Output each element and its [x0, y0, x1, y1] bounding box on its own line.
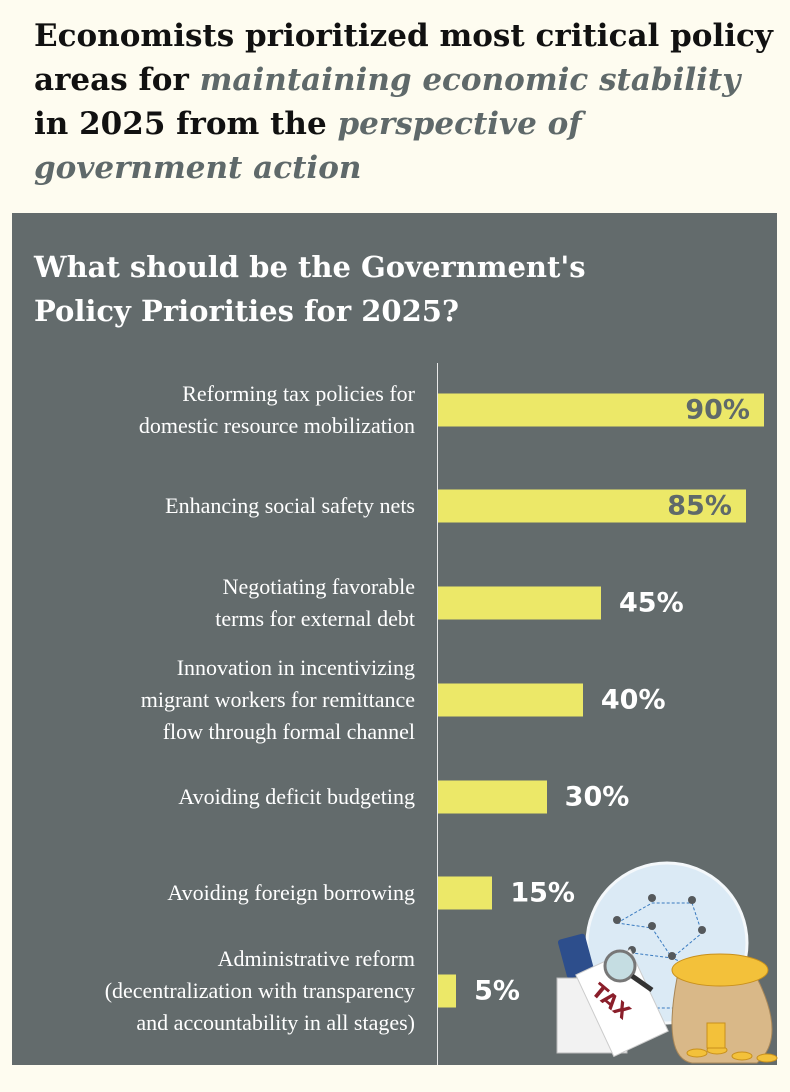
category-label-line: domestic resource mobilization	[138, 413, 415, 438]
value-label: 40%	[600, 684, 666, 716]
value-label: 5%	[474, 975, 520, 1007]
category-label: Enhancing social safety nets	[35, 490, 415, 522]
category-label-line: Administrative reform	[217, 946, 415, 971]
axis-line	[437, 363, 438, 1065]
category-label-line: Enhancing social safety nets	[165, 493, 415, 518]
category-label: Administrative reform (decentralization w…	[35, 943, 415, 1039]
category-label-line: migrant workers for remittance	[140, 687, 415, 712]
calculator-icon	[557, 933, 595, 979]
category-label: Negotiating favorable terms for external …	[35, 571, 415, 635]
category-label-line: Avoiding deficit budgeting	[178, 784, 415, 809]
category-label-line: flow through formal channel	[162, 719, 415, 744]
bar	[438, 974, 457, 1008]
category-label: Avoiding deficit budgeting	[35, 781, 415, 813]
chart-panel: What should be the Government's Policy P…	[12, 213, 778, 1065]
category-label: Reforming tax policies for domestic resou…	[35, 378, 415, 442]
magnifier-icon	[603, 949, 637, 983]
value-label: 30%	[564, 781, 630, 813]
headline-emphasis: maintaining economic stability	[199, 62, 741, 98]
money-bag-icon	[671, 977, 773, 1064]
value-label: 45%	[619, 587, 684, 619]
headline-text: Economists prioritized most critical pol…	[34, 18, 773, 98]
value-label: 90%	[685, 394, 750, 426]
category-label: Avoiding foreign borrowing	[35, 877, 415, 909]
category-label-line: terms for external debt	[215, 606, 415, 631]
headline-text: in 2025 from the	[34, 106, 338, 142]
headline: Economists prioritized most critical pol…	[34, 14, 774, 190]
category-label-line: Negotiating favorable	[222, 574, 415, 599]
category-label-line: Avoiding foreign borrowing	[167, 880, 415, 905]
bar	[438, 780, 547, 814]
bar	[438, 683, 583, 717]
category-label-line: (decentralization with transparency	[104, 978, 415, 1003]
category-label: Innovation in incentivizing migrant worke…	[35, 652, 415, 748]
bar	[438, 489, 746, 523]
category-label-line: and accountability in all stages)	[136, 1010, 415, 1035]
category-label-line: Reforming tax policies for	[182, 381, 415, 406]
bar	[438, 876, 493, 910]
bar	[438, 586, 601, 620]
coins-icon	[671, 953, 769, 987]
tax-money-illustration: TAX	[556, 861, 778, 1064]
category-label-line: Innovation in incentivizing	[176, 655, 415, 680]
value-label: 85%	[667, 490, 732, 522]
chart-title: What should be the Government's Policy P…	[34, 250, 586, 328]
headline-emphasis: perspective of government action	[34, 106, 582, 186]
bar	[438, 393, 764, 427]
value-label: 15%	[510, 877, 575, 909]
